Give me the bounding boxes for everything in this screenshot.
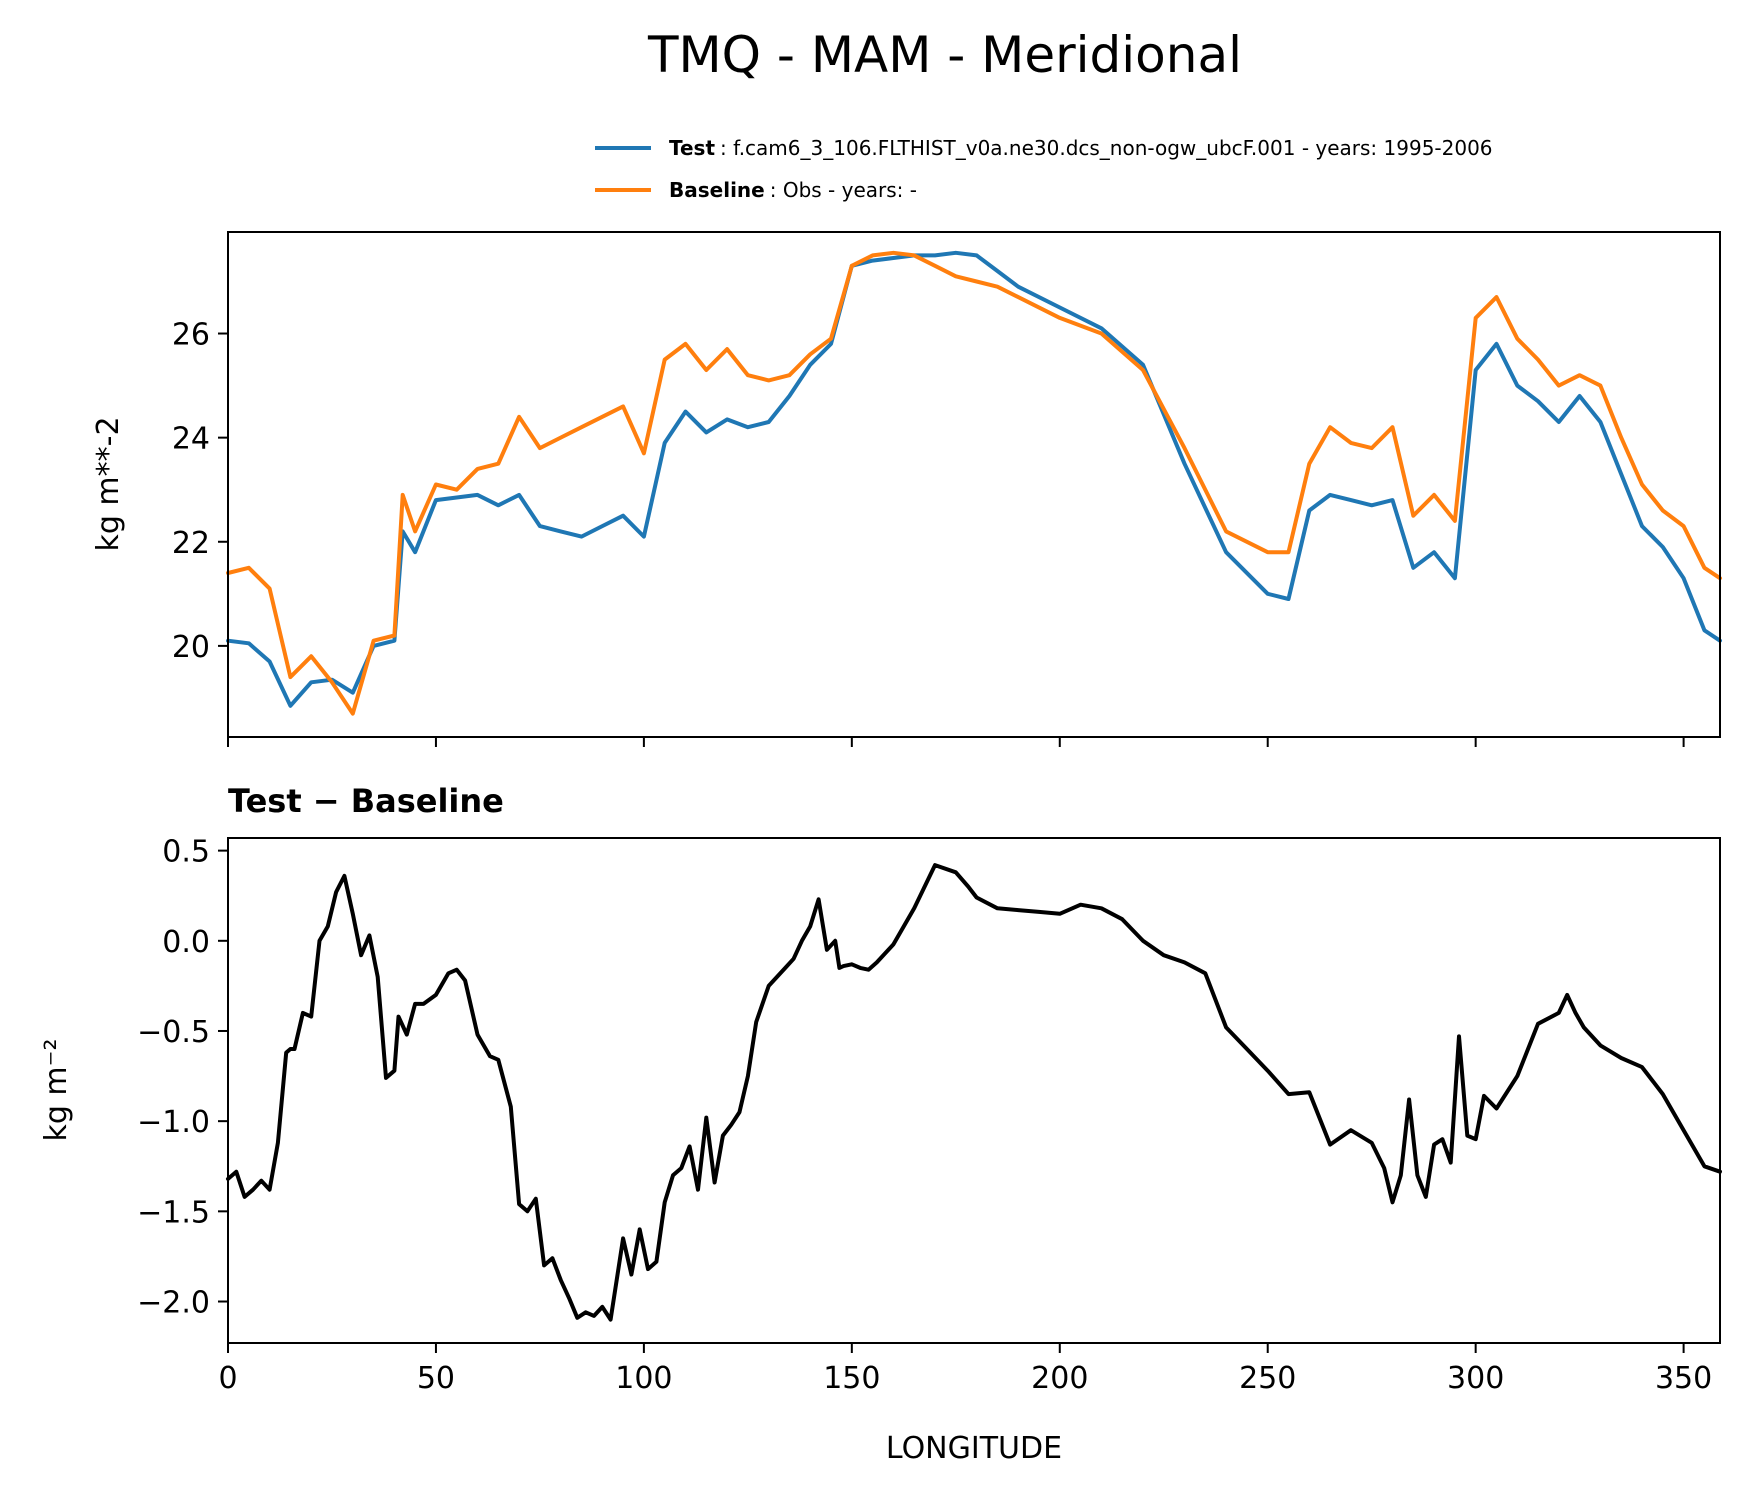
bottom-y-tick-label: −0.5 — [137, 1015, 210, 1050]
legend-entry-baseline: Baseline: Obs - years: - — [669, 178, 917, 202]
top-series-line-test — [226, 250, 1722, 708]
bottom-x-tick-label: 0 — [218, 1361, 237, 1396]
top-y-tick-label: 24 — [172, 422, 210, 457]
x-axis-label: LONGITUDE — [886, 1431, 1062, 1466]
legend: Test: f.cam6_3_106.FLTHIST_v0a.ne30.dcs_… — [595, 136, 1493, 202]
bottom-x-tick-label: 100 — [615, 1361, 672, 1396]
top-axes-frame — [227, 231, 1721, 738]
legend-baseline-description: : Obs - years: - — [770, 178, 917, 202]
bottom-ticks: −2.0 −1.5 −1.0 −0.5 0.0 0.5 0 50 100 150 200 250 300… — [137, 835, 1712, 1396]
bottom-panel: Test − Baseline −2.0 −1.5 −1.0 −0.5 0.0 0.5 0 5… — [39, 782, 1722, 1466]
legend-test-description: : f.cam6_3_106.FLTHIST_v0a.ne30.dcs_non-… — [720, 136, 1493, 160]
bottom-y-tick-label: −1.0 — [137, 1105, 210, 1140]
bottom-panel-title: Test − Baseline — [228, 782, 504, 820]
top-series-lines — [226, 250, 1722, 716]
bottom-y-tick-label: 0.5 — [162, 835, 210, 870]
bottom-series-line-test-baseline — [226, 863, 1722, 1322]
bottom-x-tick-label: 150 — [823, 1361, 880, 1396]
top-panel: 20 22 24 26 kg m**-2 — [91, 231, 1722, 747]
top-series-line-baseline — [226, 250, 1722, 716]
legend-test-name: Test — [669, 136, 715, 160]
bottom-x-tick-label: 250 — [1239, 1361, 1296, 1396]
top-y-tick-label: 22 — [172, 526, 210, 561]
bottom-x-tick-label: 200 — [1031, 1361, 1088, 1396]
bottom-y-axis-label: kg m⁻² — [39, 1038, 74, 1141]
top-y-tick-label: 26 — [172, 318, 210, 353]
legend-entry-test: Test: f.cam6_3_106.FLTHIST_v0a.ne30.dcs_… — [669, 136, 1493, 160]
bottom-y-tick-label: 0.0 — [162, 925, 210, 960]
legend-baseline-name: Baseline — [669, 178, 765, 202]
bottom-x-tick-label: 350 — [1655, 1361, 1712, 1396]
bottom-y-tick-label: −2.0 — [137, 1286, 210, 1321]
bottom-series-lines — [226, 863, 1722, 1322]
top-y-tick-label: 20 — [172, 630, 210, 665]
bottom-axes-frame — [227, 837, 1721, 1344]
top-ticks: 20 22 24 26 — [172, 318, 1685, 747]
top-y-axis-label: kg m**-2 — [91, 416, 126, 551]
bottom-y-tick-label: −1.5 — [137, 1195, 210, 1230]
chart-title: TMQ - MAM - Meridional — [647, 26, 1242, 84]
bottom-x-tick-label: 300 — [1447, 1361, 1504, 1396]
bottom-x-tick-label: 50 — [417, 1361, 455, 1396]
